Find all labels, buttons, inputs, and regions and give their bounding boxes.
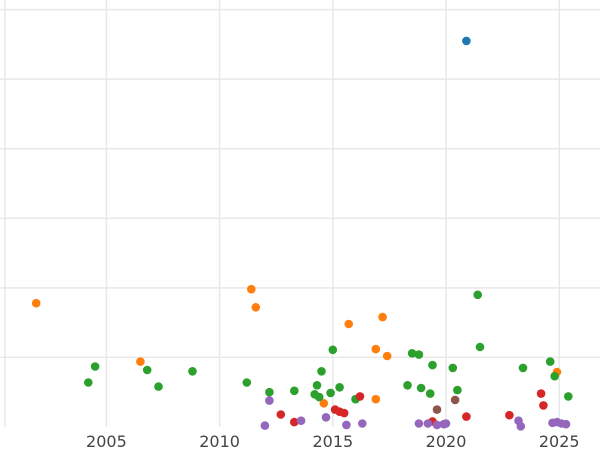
data-point [407, 349, 417, 358]
x-tick-label: 2020 [426, 432, 467, 450]
data-point [296, 416, 306, 426]
data-point [450, 395, 460, 405]
data-point [247, 284, 256, 294]
data-point [473, 290, 483, 300]
data-point [382, 351, 392, 361]
x-axis: 2005 2010 2015 2020 2025 [86, 432, 580, 450]
data-point [328, 345, 338, 355]
data-point [550, 371, 559, 381]
data-point [321, 413, 331, 422]
data-point [425, 389, 435, 398]
data-point [462, 412, 471, 421]
data-point [505, 410, 514, 420]
data-point [441, 419, 451, 428]
data-point [290, 417, 299, 427]
data-point [314, 392, 324, 402]
data-point [90, 362, 100, 371]
data-point [31, 298, 41, 308]
data-point [344, 319, 354, 329]
grid-layer [0, 0, 600, 427]
data-point [448, 363, 458, 373]
data-point [265, 387, 274, 397]
data-point [423, 419, 433, 428]
data-point [516, 422, 526, 431]
data-point [84, 378, 93, 387]
data-point [136, 357, 145, 366]
data-point [432, 420, 442, 430]
data-points [31, 36, 573, 431]
data-point [335, 383, 344, 392]
data-point [545, 357, 555, 366]
data-point [564, 392, 573, 401]
data-point [518, 363, 528, 373]
data-point [154, 382, 163, 391]
data-point [475, 342, 485, 352]
data-point [536, 389, 546, 398]
x-tick-label: 2015 [312, 432, 353, 450]
data-point [378, 312, 387, 322]
data-point [317, 367, 326, 376]
data-point [242, 378, 252, 387]
data-point [251, 303, 261, 312]
data-point [403, 381, 412, 390]
data-point [326, 388, 335, 398]
data-point [453, 385, 462, 395]
data-point [342, 420, 351, 430]
data-point [358, 419, 367, 428]
data-point [312, 381, 322, 390]
data-point [339, 408, 349, 418]
data-point [539, 401, 548, 410]
x-tick-label: 2005 [86, 432, 127, 450]
data-point [319, 399, 329, 408]
data-point [414, 350, 424, 359]
x-tick-label: 2010 [199, 432, 240, 450]
data-point [265, 396, 274, 405]
data-point [188, 367, 197, 376]
data-point [260, 421, 270, 430]
data-point [371, 344, 381, 354]
data-point [276, 410, 286, 419]
data-point [355, 392, 365, 401]
data-point [414, 419, 424, 428]
data-point [142, 365, 152, 375]
data-point [428, 360, 437, 370]
data-point [462, 36, 471, 46]
data-point [290, 386, 299, 396]
data-point [432, 405, 442, 414]
data-point [416, 383, 426, 393]
x-tick-label: 2025 [539, 432, 580, 450]
data-point [371, 394, 381, 404]
data-point [561, 419, 571, 429]
